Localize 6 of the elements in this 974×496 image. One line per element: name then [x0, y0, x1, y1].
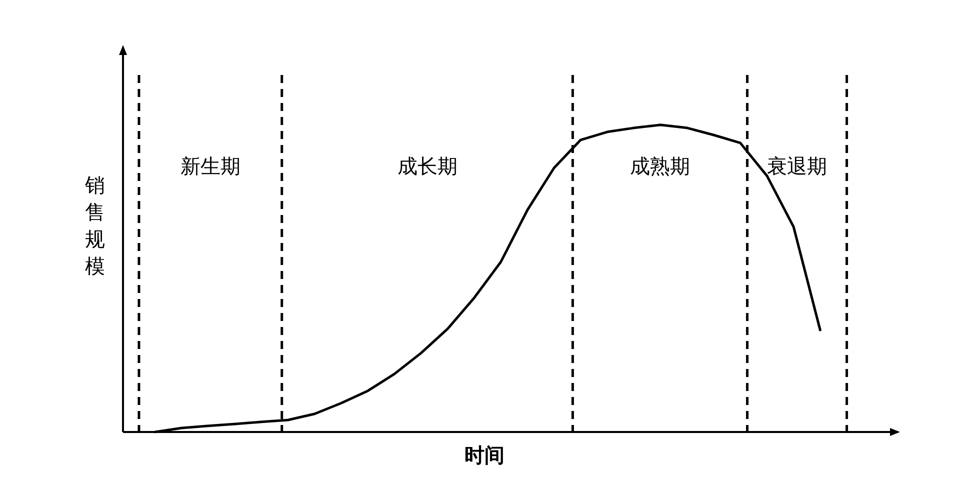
y-axis-title: 销售规模 [84, 175, 105, 278]
annotation: 衰退期 [767, 156, 828, 178]
x-axis-title: 时间 [464, 445, 504, 467]
annotation: 新生期 [180, 156, 240, 178]
annotation: 成长期 [397, 156, 458, 178]
annotation: 成熟期 [630, 156, 690, 178]
